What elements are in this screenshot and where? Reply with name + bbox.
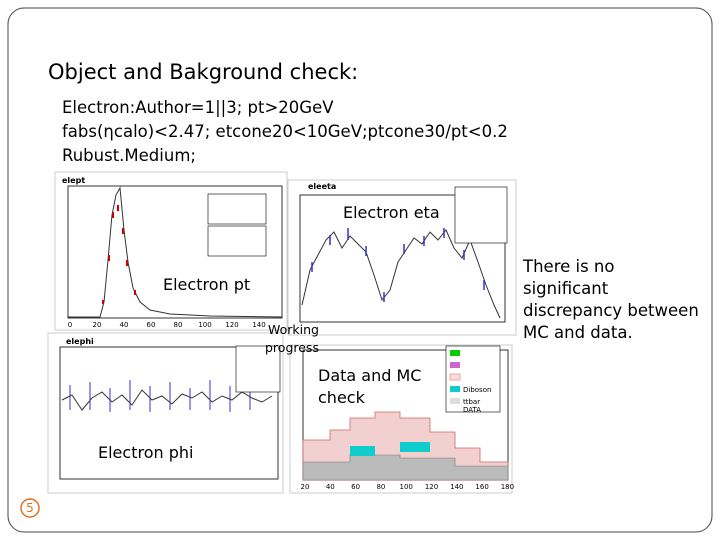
x-tick-label: 140 — [450, 483, 463, 491]
eta-plot: eleeta — [287, 179, 517, 336]
legend-swatch — [449, 373, 461, 381]
x-tick-label: 40 — [326, 483, 335, 491]
data-points — [311, 228, 485, 302]
x-tick-label: 80 — [174, 321, 183, 329]
x-tick-label: 100 — [400, 483, 413, 491]
phi-plot: elephi — [47, 332, 284, 494]
note: progress — [265, 340, 319, 355]
page-number-badge — [20, 498, 40, 518]
legend-swatch — [450, 386, 460, 392]
slide-frame — [7, 7, 713, 533]
plot-label: Electron phi — [98, 443, 194, 462]
selection-line: Electron:Author=1||3; pt>20GeV — [62, 98, 334, 117]
conclusion-line: There is no — [523, 257, 615, 276]
stat-box — [235, 345, 281, 393]
x-tick-label: 120 — [425, 483, 438, 491]
legend-label: Diboson — [463, 386, 491, 394]
mc-stack — [400, 442, 430, 452]
x-tick-label: 0 — [68, 321, 72, 329]
plot-label: Electron pt — [163, 275, 251, 294]
x-tick-label: 180 — [501, 483, 514, 491]
legend-label: DATA — [463, 406, 481, 414]
x-tick-label: 20 — [93, 321, 102, 329]
legend-label: ttbar — [463, 398, 480, 406]
plot-label: Electron eta — [343, 203, 440, 222]
x-tick-label: 80 — [376, 483, 385, 491]
note: Working — [268, 322, 319, 337]
plot-title: elept — [62, 176, 85, 185]
x-tick-label: 40 — [120, 321, 129, 329]
stat-box — [207, 225, 267, 257]
conclusion-line: MC and data. — [523, 323, 633, 342]
x-tick-label: 160 — [475, 483, 488, 491]
plot-title: elephi — [66, 337, 94, 346]
histogram — [61, 389, 273, 411]
plot-title: eleeta — [308, 182, 336, 191]
x-tick-label: 20 — [301, 483, 310, 491]
x-tick-label: 140 — [252, 321, 265, 329]
pt-plot: elept 0 20 40 60 80 100 120 140 — [54, 171, 288, 331]
plot-frame — [299, 194, 506, 323]
data-points — [69, 380, 251, 412]
plot-label: Data and MC check — [318, 366, 422, 407]
conclusion-line: discrepancy between — [523, 301, 699, 320]
legend-swatch — [450, 398, 460, 404]
legend-swatch — [450, 362, 460, 368]
plot-frame — [67, 185, 283, 319]
x-tick-label: 60 — [351, 483, 360, 491]
slide-title: Object and Bakground check: — [48, 60, 359, 84]
data-points — [102, 205, 136, 304]
legend-swatch — [450, 350, 460, 356]
data-mc-plot: Diboson ttbar DATA 20 40 60 80 100 120 140 160 1… — [289, 344, 514, 494]
stat-box — [454, 186, 508, 244]
page-number: 5 — [26, 501, 34, 515]
x-tick-label: 60 — [147, 321, 156, 329]
selection-line: fabs(ηcalo)<2.47; etcone20<10GeV;ptcone3… — [62, 122, 508, 141]
mc-stack — [350, 446, 375, 456]
selection-line: Rubust.Medium; — [62, 146, 196, 165]
x-tick-label: 120 — [225, 321, 238, 329]
plot-frame — [59, 346, 279, 480]
mc-stack — [302, 454, 509, 481]
conclusion-line: significant — [523, 279, 609, 298]
stat-box — [207, 193, 267, 225]
x-tick-label: 100 — [198, 321, 211, 329]
